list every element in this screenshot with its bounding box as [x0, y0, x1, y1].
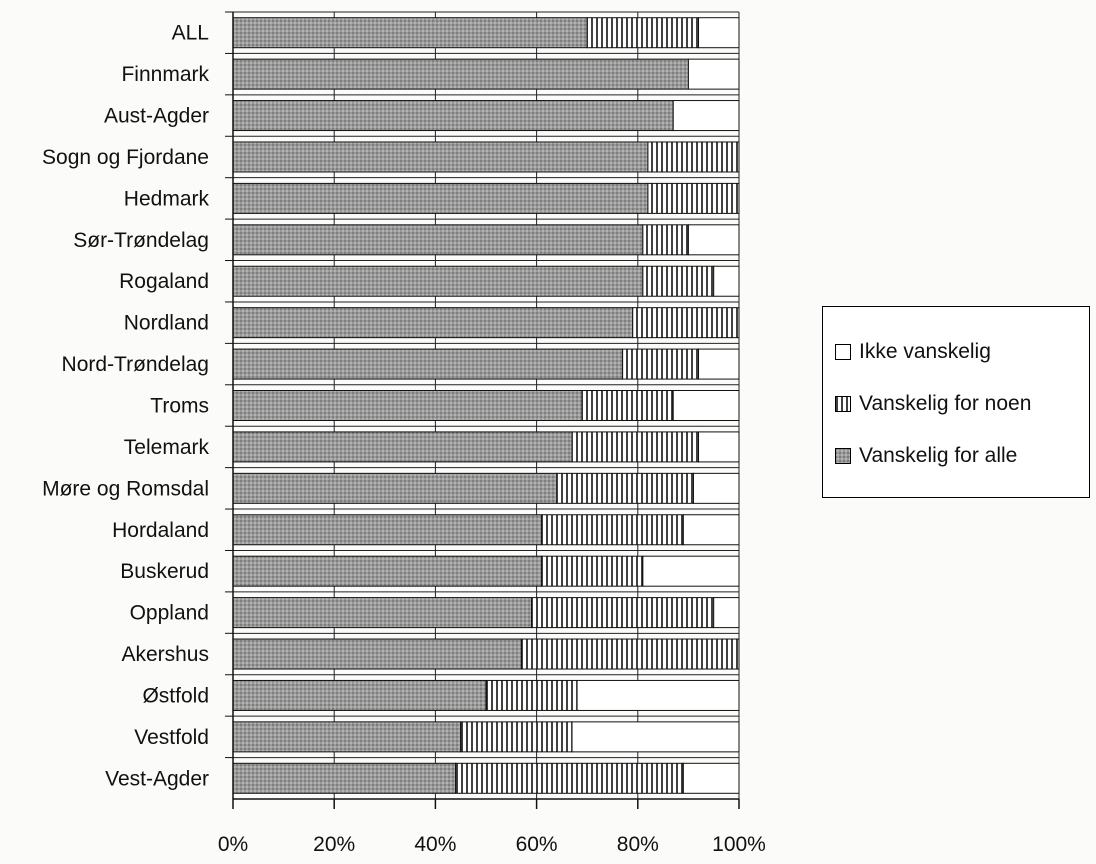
bar-segment [232, 348, 624, 380]
bars [232, 17, 740, 794]
category-label: Finnmark [121, 63, 209, 86]
bar-segment [232, 224, 644, 256]
category-label: Buskerud [120, 560, 209, 583]
bar-segment [541, 514, 684, 546]
bar-segment [642, 224, 689, 256]
category-label: Vestfold [134, 726, 209, 749]
bar-segment [713, 597, 740, 629]
x-tick-label: 100% [712, 833, 766, 856]
legend-item-vanskelig-for-noen: Vanskelig for noen [835, 389, 1031, 419]
category-label: Østfold [142, 684, 209, 707]
bar-segment [642, 265, 715, 297]
bar-segment [571, 431, 700, 463]
bar-segment [232, 265, 644, 297]
bar-segment [687, 224, 740, 256]
bar-segment [586, 17, 700, 49]
legend-swatch-dotted [835, 448, 851, 464]
category-label: Oppland [130, 602, 209, 625]
bar-segment [232, 141, 649, 173]
tick-labels: 0% 20% 40% 60% 80% 100% [218, 833, 766, 856]
legend-label: Ikke vanskelig [859, 340, 991, 363]
bar-segment [672, 390, 740, 421]
category-label: Sogn og Fjordane [42, 146, 209, 169]
bar-segment [692, 472, 740, 504]
bar-segment [232, 762, 457, 794]
bar-segment [232, 17, 588, 49]
bar-segment [232, 472, 558, 504]
category-label: Vest-Agder [105, 767, 209, 790]
legend-label: Vanskelig for alle [859, 444, 1018, 467]
bar-segment [698, 348, 740, 380]
bar-segment [232, 431, 573, 463]
bar-segment [232, 100, 674, 132]
bar-segment [556, 472, 694, 504]
category-label: Telemark [124, 436, 210, 459]
bar-segment [485, 679, 578, 711]
bar-segment [647, 141, 740, 173]
category-label: Rogaland [119, 270, 209, 293]
category-label: Akershus [121, 643, 209, 666]
category-label: Nordland [124, 312, 209, 335]
category-label: Hedmark [124, 187, 210, 210]
bar-segment [647, 182, 740, 214]
bar-segment [682, 514, 740, 546]
category-labels: ALL Finnmark Aust-Agder Sogn og Fjordane Hed… [42, 22, 209, 791]
bar-segment [713, 265, 740, 297]
bar-segment [682, 762, 740, 794]
legend: Ikke vanskelig Vanskelig for noen Vanske… [822, 306, 1090, 498]
bar-segment [541, 555, 644, 587]
bar-segment [642, 555, 740, 587]
legend-item-vanskelig-for-alle: Vanskelig for alle [835, 441, 1017, 471]
bar-segment [520, 638, 740, 670]
bar-segment [622, 348, 700, 380]
bar-segment [455, 762, 684, 794]
bar-segment [232, 58, 689, 90]
bar-segment [687, 58, 740, 90]
bar-segment [571, 721, 740, 753]
bar-segment [232, 307, 634, 339]
bar-segment [232, 514, 543, 546]
bar-segment [531, 597, 715, 629]
x-tick-label: 40% [414, 833, 456, 856]
bar-segment [232, 721, 462, 753]
legend-label: Vanskelig for noen [859, 392, 1032, 415]
category-label: Troms [150, 395, 209, 418]
bar-segment [232, 390, 583, 421]
category-label: ALL [172, 22, 209, 45]
bar-segment [232, 555, 543, 587]
bar-segment [232, 638, 522, 670]
category-label: Sør-Trøndelag [73, 229, 209, 252]
bar-segment [698, 431, 740, 463]
legend-item-ikke-vanskelig: Ikke vanskelig [835, 337, 991, 367]
bar-segment [581, 390, 674, 421]
bar-segment [232, 597, 533, 629]
category-label: Nord-Trøndelag [62, 353, 209, 376]
category-label: Møre og Romsdal [42, 477, 209, 500]
bar-segment [460, 721, 573, 753]
x-tick-label: 20% [313, 833, 355, 856]
bar-segment [232, 182, 649, 214]
bar-segment [698, 17, 740, 49]
bar-segment [232, 679, 487, 711]
category-label: Aust-Agder [104, 105, 209, 128]
category-label: Hordaland [112, 519, 209, 542]
x-tick-label: 0% [218, 833, 248, 856]
axes [225, 11, 740, 809]
bar-segment [672, 100, 740, 132]
bar-segment [632, 307, 740, 339]
x-tick-label: 80% [617, 833, 659, 856]
legend-swatch-striped [835, 396, 851, 412]
bar-segment [576, 679, 740, 711]
x-tick-label: 60% [516, 833, 558, 856]
legend-swatch-plain [835, 344, 851, 360]
